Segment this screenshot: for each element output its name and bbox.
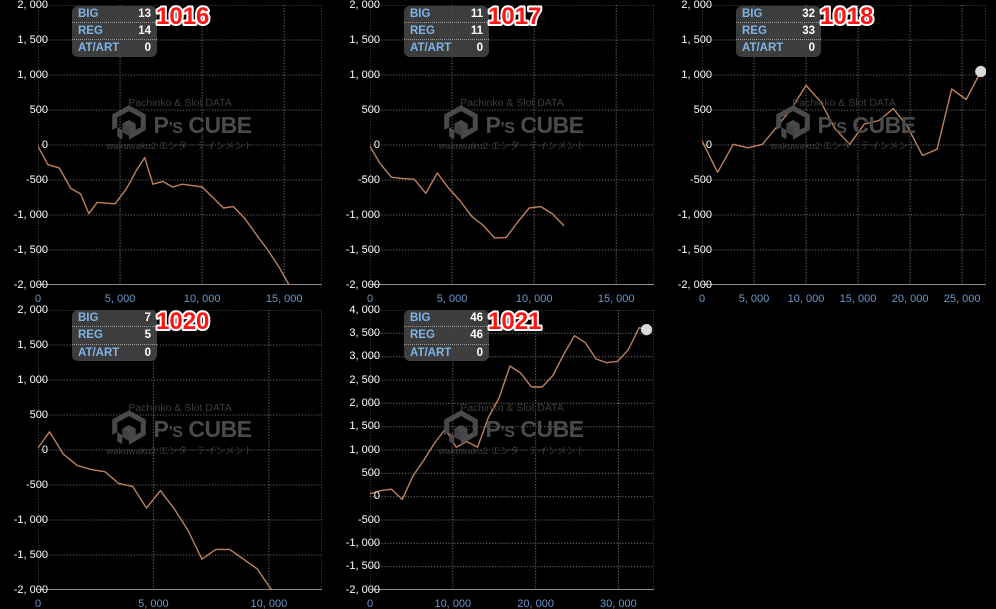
svg-text:1018: 1018 bbox=[820, 3, 873, 30]
svg-text:1017: 1017 bbox=[488, 3, 541, 30]
svg-text:1020: 1020 bbox=[156, 308, 209, 335]
svg-text:1016: 1016 bbox=[156, 3, 209, 30]
svg-text:1021: 1021 bbox=[488, 308, 541, 335]
